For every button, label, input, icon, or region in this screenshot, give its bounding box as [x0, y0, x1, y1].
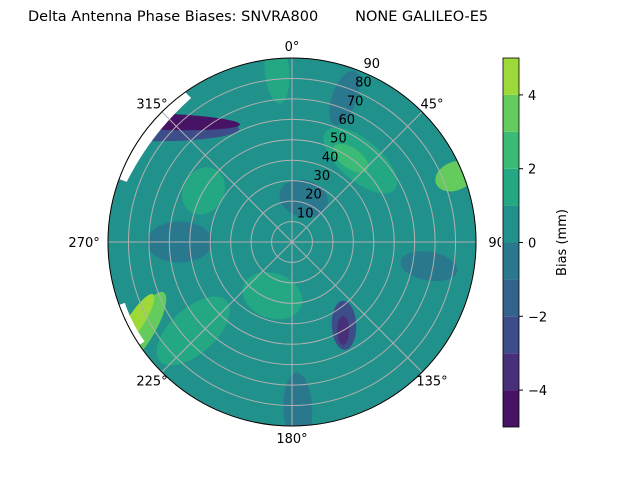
radial-tick-label: 80 [355, 76, 372, 91]
contour-region [156, 296, 230, 366]
angular-gridline [161, 111, 293, 243]
angle-tick-label: 45° [420, 97, 443, 112]
colorbar-swatch [503, 131, 519, 169]
radial-tick-label: 70 [347, 94, 364, 109]
angle-tick-label: 225° [136, 375, 167, 390]
colorbar-tick-label: 0 [528, 237, 536, 252]
colorbar-tick-label: 4 [528, 89, 536, 104]
colorbar-swatch [503, 168, 519, 206]
colorbar-swatch [503, 94, 519, 132]
contour-region [400, 251, 458, 282]
colorbar-tick-label: −2 [528, 310, 547, 325]
polar-frame [107, 57, 477, 427]
radial-tick-label: 90 [363, 57, 380, 72]
radial-tick-label: 60 [339, 113, 356, 128]
radial-tick-label: 50 [330, 132, 347, 147]
contour-region [283, 372, 313, 426]
contour-region [264, 58, 290, 104]
radial-tick-label: 10 [297, 206, 314, 221]
radial-tick-label: 30 [314, 169, 331, 184]
no-data-region [109, 84, 192, 182]
colorbar-swatch [503, 279, 519, 317]
colorbar-tick-label: −4 [528, 384, 547, 399]
contour-region [242, 272, 303, 320]
angle-tick-label: 0° [285, 40, 300, 55]
angular-gridline [161, 241, 293, 373]
colorbar-swatch [503, 242, 519, 280]
chart-title: Delta Antenna Phase Biases: SNVRA800 NON… [28, 9, 489, 25]
angular-gridline [291, 241, 423, 373]
angle-tick-label: 270° [68, 236, 99, 251]
colorbar-swatch [503, 353, 519, 391]
colorbar-swatch [503, 205, 519, 243]
angle-tick-label: 135° [416, 375, 447, 390]
colorbar-tick-label: 2 [528, 163, 536, 178]
angular-gridline [291, 111, 423, 243]
colorbar-label: Bias (mm) [555, 209, 570, 276]
radial-tick-label: 40 [322, 150, 339, 165]
angle-tick-label: 180° [276, 432, 307, 447]
colorbar-swatch [503, 390, 519, 427]
contour-region [329, 70, 360, 126]
angle-tick-label: 315° [136, 97, 167, 112]
colorbar-swatch [503, 58, 519, 95]
colorbar: 4 2 0 −2 −4 Bias (mm) [502, 57, 570, 428]
radial-tick-label: 20 [305, 188, 322, 203]
colorbar-swatch [503, 316, 519, 354]
